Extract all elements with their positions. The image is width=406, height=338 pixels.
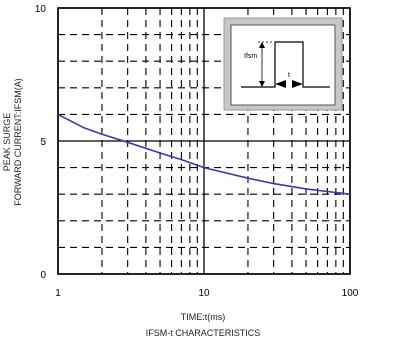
y-tick-label: 10 xyxy=(35,4,47,15)
y-axis-title-line2: FORWARD CURRENT:IFSM(A) xyxy=(13,78,23,206)
series-layer xyxy=(57,113,351,195)
inset-width-label: t xyxy=(288,72,290,79)
y-tick-label: 5 xyxy=(40,137,46,148)
x-axis-title: TIME:t(ms) xyxy=(181,312,226,322)
inset-waveform: Ifsm t xyxy=(223,17,343,111)
chart-caption: IFSM-t CHARACTERISTICS xyxy=(146,328,261,338)
width-arrow-right xyxy=(292,80,303,88)
frame-layer xyxy=(57,7,351,275)
tick-labels: 1 10 100 0 5 10 xyxy=(35,4,359,299)
plot-frame xyxy=(57,7,351,275)
y-axis-title-line1: PEAK SURGE xyxy=(2,113,12,172)
x-tick-label: 100 xyxy=(342,288,359,299)
x-tick-label: 1 xyxy=(55,288,61,299)
width-arrow-left xyxy=(275,80,286,88)
x-tick-label: 10 xyxy=(198,288,210,299)
inset-amplitude-label: Ifsm xyxy=(244,53,257,60)
inset-box xyxy=(230,24,336,106)
pulse-waveform xyxy=(241,41,330,88)
amplitude-arrow-down xyxy=(259,81,265,87)
ifsm-curve xyxy=(57,113,351,195)
y-tick-label: 0 xyxy=(40,270,46,281)
amplitude-arrow-up xyxy=(259,42,265,48)
